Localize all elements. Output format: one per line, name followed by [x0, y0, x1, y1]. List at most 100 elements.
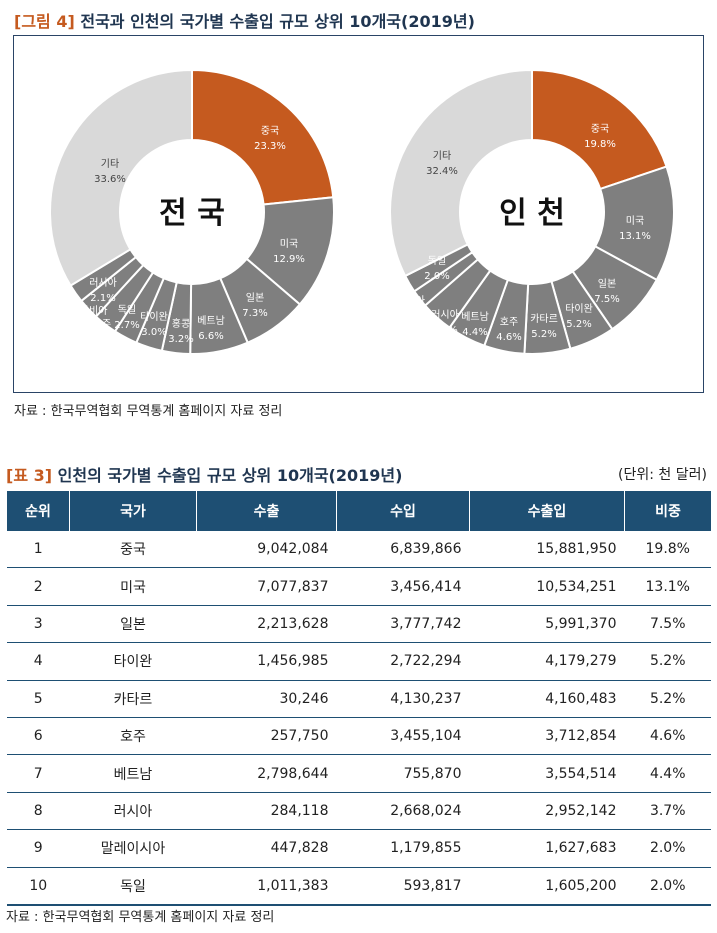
table-row: 3 일본 2,213,628 3,777,742 5,991,370 7.5%	[7, 605, 711, 644]
slice-category-label: 독일	[118, 304, 136, 316]
slice-value-label: 5.2%	[531, 329, 556, 340]
cell-share: 2.0%	[624, 829, 711, 868]
cell-total: 2,952,142	[469, 792, 625, 831]
cell-export: 9,042,084	[196, 531, 337, 569]
slice-category-label: 독일	[428, 255, 446, 267]
figure-title-text: 전국과 인천의 국가별 수출입 규모 상위 10개국(2019년)	[80, 12, 475, 31]
cell-import: 3,777,742	[336, 605, 470, 644]
slice-value-label: 3.0%	[141, 327, 166, 338]
donut-slice-0-0	[191, 68, 335, 206]
cell-import: 755,870	[336, 754, 470, 793]
cell-import: 1,179,855	[336, 829, 470, 868]
cell-share: 19.8%	[624, 531, 711, 569]
cell-export: 2,798,644	[196, 754, 337, 793]
cell-share: 5.2%	[624, 680, 711, 718]
header-rank: 순위	[7, 491, 70, 531]
header-country: 국가	[69, 491, 197, 531]
cell-import: 6,839,866	[336, 531, 470, 569]
slice-value-label: 33.6%	[94, 174, 126, 185]
slice-value-label: 3.7%	[432, 325, 457, 336]
table-row: 10 독일 1,011,383 593,817 1,605,200 2.0%	[7, 867, 711, 906]
table-unit: (단위: 천 달러)	[618, 467, 707, 483]
cell-country: 중국	[69, 531, 197, 569]
cell-country: 베트남	[69, 754, 197, 793]
cell-total: 4,160,483	[469, 680, 625, 718]
cell-export: 447,828	[196, 829, 337, 868]
slice-category-label: 일본	[598, 278, 616, 290]
slice-value-label: 2.0%	[389, 311, 414, 322]
cell-country: 일본	[69, 605, 197, 644]
slice-value-label: 5.2%	[566, 319, 591, 330]
cell-import: 2,722,294	[336, 642, 470, 681]
cell-rank: 2	[7, 567, 70, 606]
slice-category-label: 기타	[433, 150, 451, 162]
cell-export: 1,456,985	[196, 642, 337, 681]
figure-box: 중국 23.3% 미국 12.9% 일본 7.3% 베트남 6.6% 홍콩 3.2% 타이완 3.0%…	[13, 35, 704, 393]
table-row: 7 베트남 2,798,644 755,870 3,554,514 4.4%	[7, 754, 711, 793]
slice-value-label: 6.6%	[198, 331, 223, 342]
slice-value-label: 2.0%	[424, 271, 449, 282]
donut-slice-1-10	[389, 68, 533, 278]
slice-value-label: 2.7%	[89, 334, 114, 345]
slice-category-label: 말레이시아	[379, 295, 425, 307]
cell-country: 말레이시아	[69, 829, 197, 868]
slice-value-label: 2.7%	[114, 320, 139, 331]
slice-value-label: 12.9%	[273, 254, 305, 265]
slice-value-label: 7.3%	[242, 308, 267, 319]
slice-value-label: 19.8%	[584, 139, 616, 150]
cell-rank: 5	[7, 680, 70, 718]
table-row: 5 카타르 30,246 4,130,237 4,160,483 5.2%	[7, 680, 711, 718]
slice-category-label: 카타르	[530, 313, 558, 325]
cell-export: 257,750	[196, 717, 337, 756]
cell-total: 3,554,514	[469, 754, 625, 793]
slice-category-label: 사우디아라비아	[43, 305, 107, 317]
cell-rank: 1	[7, 531, 70, 569]
cell-export: 7,077,837	[196, 567, 337, 606]
cell-share: 5.2%	[624, 642, 711, 681]
table-row: 2 미국 7,077,837 3,456,414 10,534,251 13.1%	[7, 567, 711, 606]
figure-title: [그림 4] 전국과 인천의 국가별 수출입 규모 상위 10개국(2019년)	[14, 8, 475, 32]
slice-category-label: 기타	[101, 158, 119, 170]
table-tag: [표 3]	[6, 466, 53, 485]
slice-category-label: 타이완	[565, 303, 593, 315]
cell-rank: 4	[7, 642, 70, 681]
table-row: 6 호주 257,750 3,455,104 3,712,854 4.6%	[7, 717, 711, 756]
cell-total: 4,179,279	[469, 642, 625, 681]
cell-country: 미국	[69, 567, 197, 606]
table-row: 1 중국 9,042,084 6,839,866 15,881,950 19.8%	[7, 531, 711, 569]
slice-category-label: 일본	[246, 292, 264, 304]
table-body: 1 중국 9,042,084 6,839,866 15,881,950 19.8% 2 미국 7…	[7, 531, 711, 906]
trade-table: 순위 국가 수출 수입 수출입 비중 1 중국 9,042,084 6,839,866…	[7, 491, 711, 906]
slice-category-label: 미국	[626, 215, 644, 227]
cell-export: 284,118	[196, 792, 337, 831]
donut-center-label: 전 국	[159, 196, 225, 231]
slice-category-label: 베트남	[461, 311, 489, 323]
slice-value-label: 4.4%	[462, 327, 487, 338]
cell-rank: 9	[7, 829, 70, 868]
cell-share: 7.5%	[624, 605, 711, 644]
slice-category-label: 중국	[261, 125, 279, 137]
cell-import: 2,668,024	[336, 792, 470, 831]
header-export: 수출	[196, 491, 337, 531]
cell-import: 593,817	[336, 867, 470, 906]
slice-category-label: 베트남	[197, 315, 225, 327]
header-import: 수입	[336, 491, 470, 531]
slice-category-label: 타이완	[140, 311, 168, 323]
cell-export: 2,213,628	[196, 605, 337, 644]
figure-source: 자료 : 한국무역협회 무역통계 홈페이지 자료 정리	[14, 404, 283, 419]
cell-rank: 7	[7, 754, 70, 793]
cell-import: 3,456,414	[336, 567, 470, 606]
slice-category-label: 러시아	[89, 277, 117, 289]
cell-share: 2.0%	[624, 867, 711, 906]
donut-slice-1-0	[531, 68, 668, 191]
slice-category-label: 중국	[591, 123, 609, 135]
cell-country: 호주	[69, 717, 197, 756]
slice-value-label: 2.4%	[63, 321, 88, 332]
cell-export: 1,011,383	[196, 867, 337, 906]
cell-country: 독일	[69, 867, 197, 906]
figure-tag: [그림 4]	[14, 12, 75, 31]
slice-category-label: 홍콩	[172, 317, 190, 330]
cell-import: 4,130,237	[336, 680, 470, 718]
donut-charts: 중국23.3%미국12.9%일본7.3%베트남6.6%홍콩3.2%타이완3.0%…	[43, 68, 675, 356]
cell-total: 5,991,370	[469, 605, 625, 644]
